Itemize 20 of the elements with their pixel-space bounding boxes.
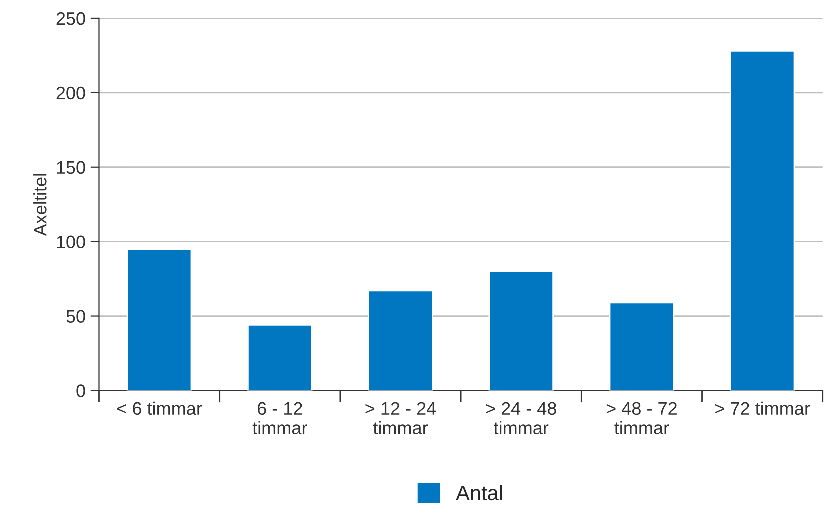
bar [368,290,434,391]
bar [488,270,554,391]
y-tick-label: 200 [56,86,86,100]
x-tick-label: < 6 timmar [118,402,202,416]
y-axis-title: Axeltitel [34,174,47,236]
x-tick-label: > 24 - 48 timmar [486,402,556,435]
y-tick-label: 0 [76,384,86,398]
x-tick-label: 6 - 12 timmar [252,402,308,435]
y-tick-label: 50 [66,310,86,323]
x-tick-label: > 72 timmar [716,402,810,416]
bar [247,324,313,391]
y-tick-label: 150 [57,161,86,174]
bar [730,50,796,391]
legend-label: Antal [456,485,502,501]
bar [609,302,675,391]
y-tick-label: 250 [56,12,86,26]
bar [126,248,192,391]
y-tick-label: 100 [57,236,86,249]
x-tick-label: > 48 - 72 timmar [606,402,677,435]
x-tick-label: > 12 - 24 timmar [366,402,436,435]
